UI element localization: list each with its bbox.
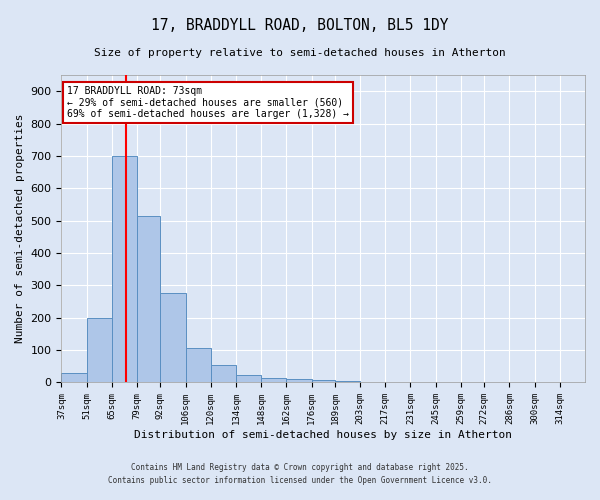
X-axis label: Distribution of semi-detached houses by size in Atherton: Distribution of semi-detached houses by … [134, 430, 512, 440]
Y-axis label: Number of semi-detached properties: Number of semi-detached properties [15, 114, 25, 344]
Text: 17 BRADDYLL ROAD: 73sqm
← 29% of semi-detached houses are smaller (560)
69% of s: 17 BRADDYLL ROAD: 73sqm ← 29% of semi-de… [67, 86, 349, 119]
Bar [236, 376, 261, 382]
Bar [185, 348, 211, 382]
Bar [61, 373, 86, 382]
Text: Contains public sector information licensed under the Open Government Licence v3: Contains public sector information licen… [108, 476, 492, 485]
Bar [261, 378, 286, 382]
Bar [311, 380, 335, 382]
Bar [86, 318, 112, 382]
Bar [211, 366, 236, 382]
Bar [335, 381, 360, 382]
Text: Size of property relative to semi-detached houses in Atherton: Size of property relative to semi-detach… [94, 48, 506, 58]
Bar [137, 216, 160, 382]
Text: Contains HM Land Registry data © Crown copyright and database right 2025.: Contains HM Land Registry data © Crown c… [131, 464, 469, 472]
Bar [286, 379, 311, 382]
Text: 17, BRADDYLL ROAD, BOLTON, BL5 1DY: 17, BRADDYLL ROAD, BOLTON, BL5 1DY [151, 18, 449, 32]
Bar [160, 294, 185, 382]
Bar [112, 156, 137, 382]
